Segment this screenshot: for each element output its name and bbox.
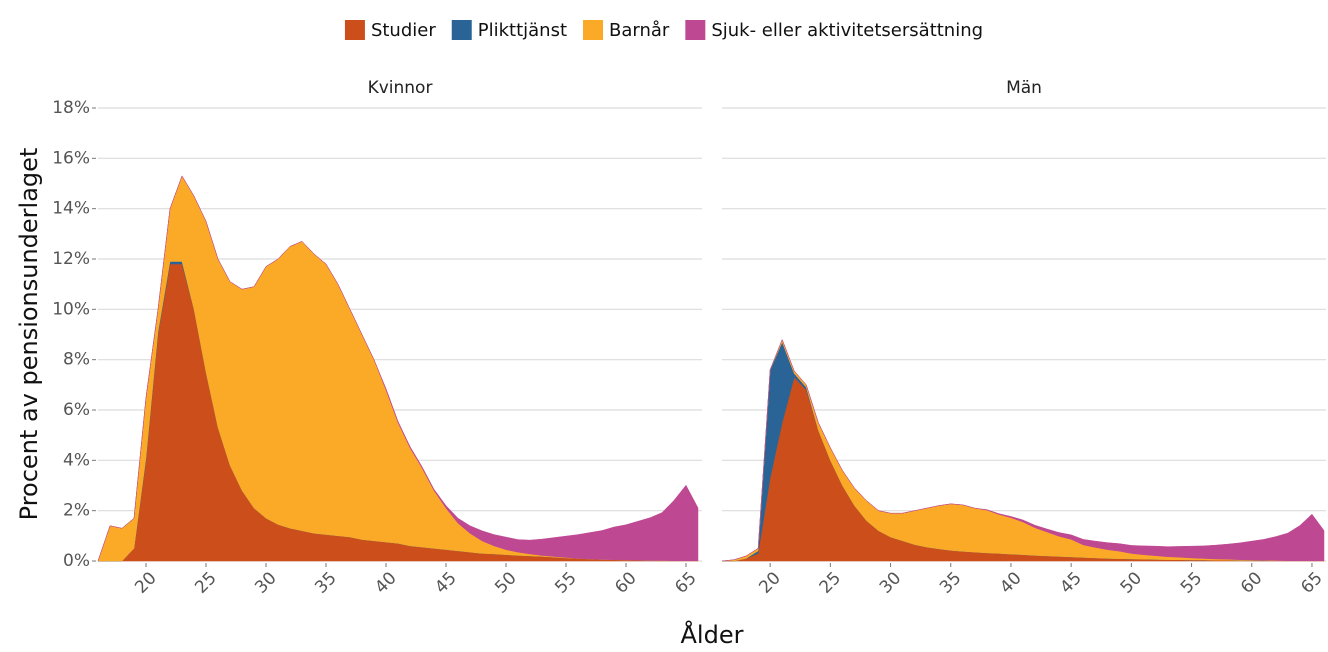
x-tick-label: 30 [251,568,280,597]
legend-label: Sjuk- eller aktivitetsersättning [711,20,983,41]
x-tick-label: 35 [311,568,340,597]
x-tick-label: 60 [611,568,640,597]
y-axis-label: Procent av pensionsunderlaget [15,148,43,521]
y-tick-label: 12% [52,249,90,269]
y-tick-label: 16% [52,148,90,168]
y-tick-label: 14% [52,199,90,219]
x-tick-label: 55 [551,568,580,597]
y-tick-label: 18% [52,98,90,118]
legend-label: Studier [371,20,436,41]
legend: Studier Plikttjänst Barnår Sjuk- eller akti… [344,20,983,41]
y-tick-label: 0% [63,551,90,571]
area [721,338,1325,562]
panel-title: Kvinnor [368,78,433,98]
legend-label: Plikttjänst [478,20,567,41]
x-tick-label: 25 [816,568,845,597]
legend-swatch [685,20,706,40]
y-tick-label: 8% [63,350,90,370]
area [97,175,699,562]
x-tick-label: 50 [1117,568,1146,597]
x-tick-label: 35 [936,568,965,597]
x-tick-label: 65 [671,568,700,597]
y-tick-label: 4% [63,450,90,470]
x-tick-label: 60 [1237,568,1266,597]
y-tick-label: 2% [63,501,90,521]
x-tick-label: 30 [876,568,905,597]
x-tick-label: 45 [1056,568,1085,597]
x-tick-label: 20 [755,568,784,597]
x-tick-label: 55 [1177,568,1206,597]
x-tick-label: 50 [491,568,520,597]
x-tick-label: 45 [431,568,460,597]
x-axis-label: Ålder [681,620,744,649]
x-tick-label: 20 [131,568,160,597]
legend-label: Barnår [609,20,670,41]
legend-swatch [344,20,365,40]
panel-title: Män [1006,78,1042,98]
x-tick-label: 40 [371,568,400,597]
y-tick-label: 10% [52,299,90,319]
legend-swatch [583,20,604,40]
legend-swatch [451,20,472,40]
x-tick-label: 40 [996,568,1025,597]
y-tick-label: 6% [63,400,90,420]
x-tick-label: 25 [191,568,220,597]
x-tick-label: 65 [1297,568,1326,597]
